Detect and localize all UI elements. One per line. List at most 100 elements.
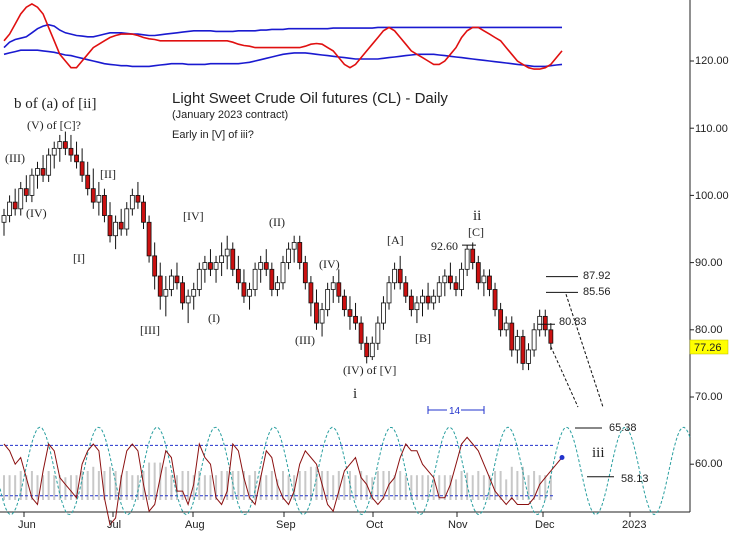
candle-body <box>436 282 442 297</box>
volume-bar <box>494 471 497 500</box>
x-tick-label: Dec <box>535 519 555 531</box>
candle-body <box>29 174 35 196</box>
volume-bar <box>393 475 396 500</box>
candle-body <box>35 168 40 176</box>
candle-body <box>235 268 241 284</box>
top-lower-line <box>3 49 563 68</box>
volume-bar <box>175 475 178 500</box>
volume-bar <box>360 471 363 500</box>
candle-body <box>280 262 286 284</box>
candle-body <box>542 315 548 331</box>
candle-body <box>341 295 347 311</box>
volume-bar <box>8 475 11 500</box>
volume-bar <box>505 479 508 500</box>
candle-body <box>319 309 325 324</box>
volume-bar <box>109 466 112 500</box>
volume-bar <box>36 475 39 500</box>
volume-bar <box>326 471 329 500</box>
candle-body <box>258 262 264 270</box>
last-price-box <box>689 339 729 355</box>
candle-body <box>464 248 470 270</box>
grid <box>0 0 694 517</box>
candle-body <box>375 322 381 344</box>
wave-label: (I) <box>208 311 220 325</box>
volume-bar <box>97 471 100 500</box>
volume-bar <box>69 475 72 500</box>
volume-bar <box>516 471 519 500</box>
candle-body <box>498 309 504 331</box>
volume-bar <box>220 471 223 500</box>
volume-bar <box>527 475 530 500</box>
candle-body <box>168 275 174 290</box>
volume-bar <box>164 466 167 500</box>
cycle-length-marker: 14 <box>427 404 485 417</box>
candle-body <box>107 215 113 237</box>
volume-bar <box>287 475 290 500</box>
candle-body <box>509 322 515 351</box>
volume-bar <box>510 466 513 500</box>
candle-body <box>241 282 247 297</box>
candle-body <box>503 322 509 331</box>
volume-bar <box>304 471 307 500</box>
wave-label: i <box>353 386 357 402</box>
top-red-line <box>3 2 563 70</box>
volume-bar <box>203 475 206 500</box>
candle-body <box>135 194 141 203</box>
volume-bar <box>399 471 402 500</box>
candle-body <box>12 201 18 210</box>
volume-bar <box>198 471 201 500</box>
wave-label: [I] <box>73 251 85 265</box>
candle-body <box>68 147 74 156</box>
candle-body <box>7 201 12 216</box>
candle-body <box>185 295 191 304</box>
volume-bar <box>354 475 357 500</box>
wave-label: 92.60 <box>431 239 458 253</box>
candle-body <box>336 282 342 297</box>
x-tick-label: Aug <box>185 519 205 531</box>
volume-bar <box>136 475 139 500</box>
candle-body <box>275 282 280 290</box>
candle-body <box>102 194 107 216</box>
wave-label: b of (a) of [ii] <box>14 96 96 112</box>
candle-body <box>79 161 85 176</box>
volume-bar <box>499 471 502 500</box>
volume-bar <box>482 475 485 500</box>
candle-body <box>141 201 146 223</box>
volume-bar <box>282 471 284 500</box>
candle-body <box>347 309 353 317</box>
candle-body <box>526 349 531 364</box>
y-tick-label: 110.00 <box>695 123 728 135</box>
target-label: 58.13 <box>621 473 649 485</box>
y-tick-label: 90.00 <box>695 257 723 269</box>
candle-body <box>230 248 236 270</box>
chart-title: Light Sweet Crude Oil futures (CL) - Dai… <box>172 90 448 107</box>
candle-body <box>286 248 291 264</box>
target-label: 87.92 <box>583 270 611 282</box>
candle-body <box>520 336 526 364</box>
volume-bar <box>521 466 524 500</box>
top-upper-line <box>3 23 562 49</box>
candle-body <box>314 302 319 324</box>
volume-bar <box>438 475 441 500</box>
volume-bar <box>81 471 84 500</box>
candle-body <box>196 268 202 290</box>
candle-body <box>475 262 481 284</box>
volume-bar <box>103 471 106 500</box>
volume-bar <box>337 471 340 500</box>
volume-bar <box>3 475 5 500</box>
volume-bar <box>75 475 78 500</box>
target-label: 80.83 <box>559 316 587 328</box>
candle-body <box>531 329 537 351</box>
target-label: 85.56 <box>583 286 611 298</box>
candle-body <box>291 242 297 250</box>
y-tick-label: 100.00 <box>695 190 729 202</box>
chart-subtitle: (January 2023 contract) <box>172 109 288 121</box>
wave-label: (IV) of [V] <box>343 363 396 377</box>
candle-body <box>537 315 543 331</box>
volume-bar <box>209 475 212 500</box>
candle-body <box>431 295 437 304</box>
volume-bar <box>293 475 296 500</box>
osc-cycle-wave <box>0 426 691 516</box>
x-axis: Jun Jul Aug Sep Oct Nov Dec 2023 <box>18 519 646 531</box>
volume-bar <box>276 479 279 500</box>
